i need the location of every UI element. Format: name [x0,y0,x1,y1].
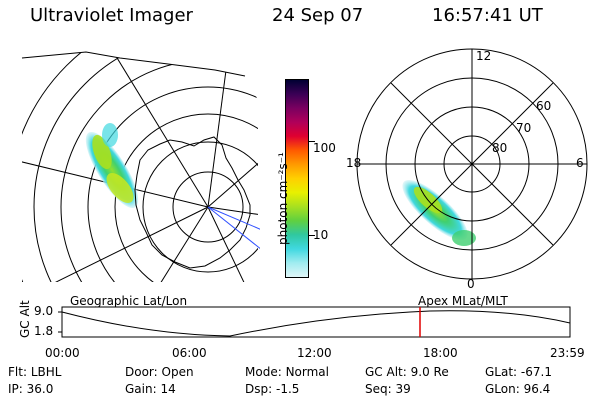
info-value: 14 [160,382,176,396]
map-border [21,51,246,77]
geo-panel-label: Geographic Lat/Lon [70,294,188,308]
date-label: 24 Sep 07 [272,5,364,26]
terminator-line-2 [207,206,260,250]
timeline-ylabel: GC Alt [18,300,32,338]
info-value: -1.5 [275,382,300,396]
info-value: 9.0 Re [410,365,449,379]
info-value: 39 [395,382,411,396]
altitude-curve [61,310,571,337]
info-field: GLon: 96.4 [485,382,550,396]
aurora-emission-polar [402,180,476,246]
colorbar-gradient [286,80,308,277]
colorbar-tick [309,141,315,142]
coastline [134,136,251,269]
colorbar-tick [309,235,315,236]
colorbar-tick-label: 100 [313,141,336,155]
colorbar-unit-label: photon cm⁻²s⁻¹ [276,152,290,245]
timeline-xtick: 23:59 [550,346,585,360]
info-field: Flt: LBHL [8,365,61,379]
info-key: GLat: [485,365,518,379]
info-field: Mode: Normal [245,365,329,379]
info-field: GC Alt: 9.0 Re [365,365,449,379]
mlt-label-0: 0 [467,277,475,291]
info-field: GLat: -67.1 [485,365,552,379]
aurora-emission [85,123,139,209]
info-value: Open [161,365,194,379]
mlt-label-6: 6 [576,156,584,170]
altitude-timeline [58,306,571,338]
mlt-label-12: 12 [476,49,491,63]
info-value: 36.0 [26,382,54,396]
instrument-title: Ultraviolet Imager [30,5,193,26]
info-key: Gain: [125,382,157,396]
info-key: Dsp: [245,382,273,396]
geographic-map [21,51,260,282]
info-key: Door: [125,365,158,379]
time-label: 16:57:41 UT [432,5,543,26]
info-value: Normal [285,365,329,379]
info-field: Gain: 14 [125,382,176,396]
timeline-xtick: 06:00 [172,346,207,360]
lat-label-80: 80 [492,141,507,155]
timeline-ytick-bottom: 1.8 [34,324,54,338]
timeline-xtick: 00:00 [45,346,80,360]
lat-label-70: 70 [516,121,531,135]
info-value: LBHL [30,365,62,379]
info-field: Seq: 39 [365,382,411,396]
polar-map: 12 18 6 0 60 70 80 [346,48,588,291]
info-field: IP: 36.0 [8,382,53,396]
terminator-line [207,206,260,230]
info-key: Seq: [365,382,392,396]
info-key: Mode: [245,365,282,379]
info-key: GLon: [485,382,520,396]
info-key: IP: [8,382,23,396]
timeline-xtick: 12:00 [297,346,332,360]
timeline-ytick-top: 9.0 [34,304,54,318]
lat-label-60: 60 [536,99,551,113]
info-key: Flt: [8,365,27,379]
info-value: 96.4 [523,382,551,396]
polar-panel-label: Apex MLat/MLT [418,294,508,308]
info-field: Door: Open [125,365,194,379]
mlt-label-18: 18 [346,156,361,170]
info-key: GC Alt: [365,365,407,379]
timeline-frame [61,306,571,338]
colorbar-tick-label: 10 [313,228,329,242]
info-value: -67.1 [520,365,552,379]
timeline-xtick: 18:00 [423,346,458,360]
info-field: Dsp: -1.5 [245,382,299,396]
colorbar [285,79,309,278]
